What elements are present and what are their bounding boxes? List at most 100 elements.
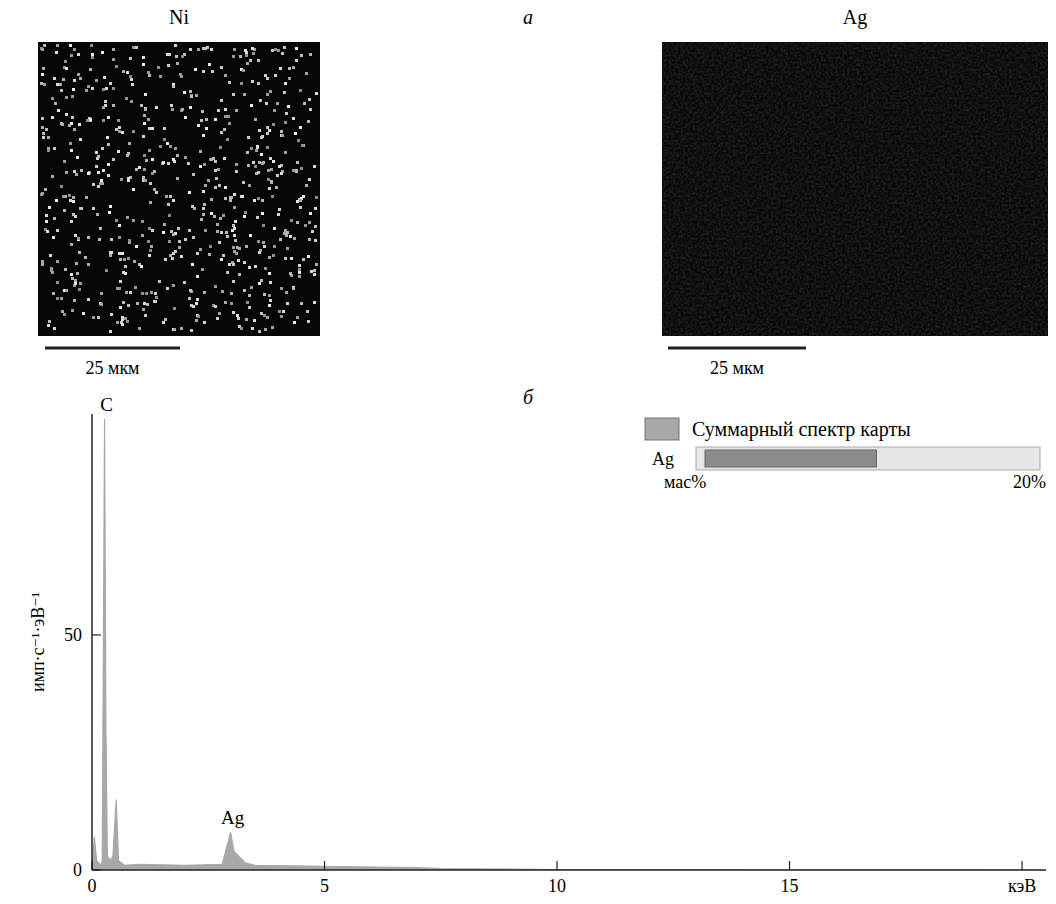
map-dot <box>237 259 240 262</box>
map-dot <box>46 230 49 233</box>
map-dot <box>195 94 198 97</box>
map-dot <box>154 300 157 303</box>
map-dot <box>136 302 139 305</box>
map-dot <box>149 182 152 185</box>
map-dot <box>138 166 141 169</box>
map-dot <box>122 301 125 304</box>
map-dot <box>53 327 56 330</box>
map-dot <box>280 134 283 137</box>
map-dot <box>80 207 83 210</box>
map-dot <box>189 48 192 51</box>
map-dot <box>196 252 199 255</box>
map-dot <box>172 158 175 161</box>
map-dot <box>138 327 141 330</box>
map-dot <box>300 167 303 170</box>
map-dot <box>48 320 51 323</box>
map-dot <box>292 169 295 172</box>
map-dot <box>73 79 76 82</box>
map-dot <box>258 282 261 285</box>
map-dot <box>262 161 265 164</box>
map-dot <box>249 59 252 62</box>
map-dot <box>304 224 307 227</box>
map-dot <box>244 49 247 52</box>
inset-tick-label: 20% <box>1013 472 1046 492</box>
map-dot <box>220 131 223 134</box>
map-dot <box>62 195 65 198</box>
map-dot <box>252 161 255 164</box>
map-dot <box>45 128 48 131</box>
map-dot <box>189 90 192 93</box>
map-dot <box>142 63 145 66</box>
map-dot <box>87 172 90 175</box>
map-dot <box>315 196 318 199</box>
map-dot <box>40 82 43 85</box>
map-dot <box>163 127 166 130</box>
map-dot <box>284 257 287 260</box>
map-dot <box>220 66 223 69</box>
map-dot <box>189 289 192 292</box>
map-dot <box>308 178 311 181</box>
map-dot <box>232 55 235 58</box>
map-dot <box>296 221 299 224</box>
map-dot <box>60 297 63 300</box>
y-tick-label: 0 <box>73 860 82 880</box>
map-dot <box>165 195 168 198</box>
map-dot <box>266 146 269 149</box>
map-dot <box>277 213 280 216</box>
map-dot <box>233 227 236 230</box>
map-dot <box>235 109 238 112</box>
map-dot <box>310 270 313 273</box>
map-dot <box>257 197 260 200</box>
map-dot <box>289 235 292 238</box>
map-dot <box>53 147 56 150</box>
map-dot <box>118 126 121 129</box>
map-dot <box>235 163 238 166</box>
map-dot <box>213 215 216 218</box>
map-dot <box>250 286 253 289</box>
map-dot <box>72 196 75 199</box>
map-dot <box>125 291 128 294</box>
map-dot <box>88 171 91 174</box>
map-dot <box>47 149 50 152</box>
map-dot <box>256 146 259 149</box>
map-dot <box>210 48 213 51</box>
map-dot <box>201 110 204 113</box>
map-dot <box>118 130 121 133</box>
map-dot <box>216 230 219 233</box>
map-dot <box>226 235 229 238</box>
map-dot <box>125 97 128 100</box>
map-dot <box>243 93 246 96</box>
map-dot <box>276 174 279 177</box>
map-dot <box>118 224 121 227</box>
map-dot <box>211 70 214 73</box>
map-dot <box>122 70 125 73</box>
map-dot <box>284 82 287 85</box>
map-dot <box>176 154 179 157</box>
map-dot <box>194 68 197 71</box>
x-tick-label: 5 <box>320 876 329 896</box>
map-dot <box>296 200 299 203</box>
map-dot <box>110 313 113 316</box>
map-dot <box>71 116 74 119</box>
map-dot <box>292 66 295 69</box>
x-tick-label: 15 <box>781 876 799 896</box>
map-dot <box>265 102 268 105</box>
map-dot <box>127 177 130 180</box>
eds-map <box>662 42 1048 336</box>
map-dot <box>173 307 176 310</box>
map-title: Ni <box>169 6 189 28</box>
map-dot <box>112 158 115 161</box>
map-dot <box>254 118 257 121</box>
map-dot <box>57 109 60 112</box>
map-dot <box>274 74 277 77</box>
map-dot <box>78 123 81 126</box>
x-tick-label: кэВ <box>1008 876 1036 896</box>
map-dot <box>155 106 158 109</box>
map-dot <box>300 54 303 57</box>
map-dot <box>181 108 184 111</box>
map-dot <box>70 54 73 57</box>
map-dot <box>97 171 100 174</box>
map-dot <box>49 254 52 257</box>
map-dot <box>107 163 110 166</box>
map-dot <box>158 280 161 283</box>
